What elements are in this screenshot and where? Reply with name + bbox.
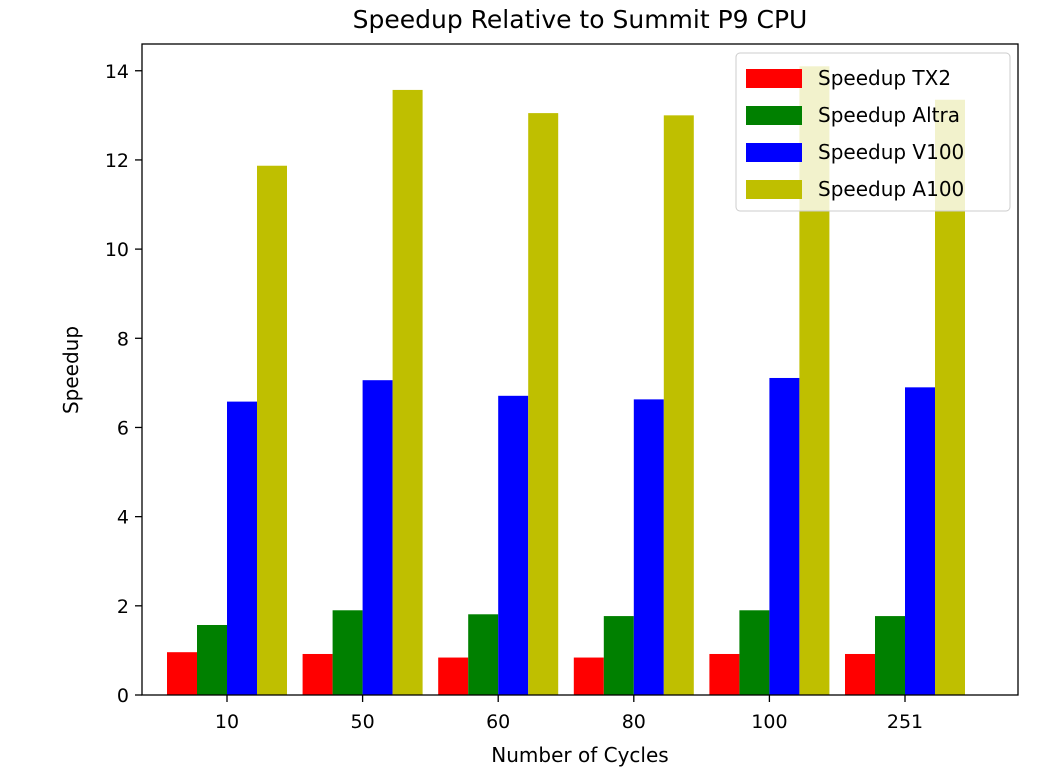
x-tick-label: 100	[751, 711, 787, 733]
y-tick-label: 0	[117, 685, 129, 707]
bar-speedup-tx2-100	[709, 653, 740, 695]
bar-speedup-v100-10	[227, 401, 257, 695]
x-tick-label: 10	[215, 711, 239, 733]
bar-speedup-a100-10	[257, 165, 287, 695]
legend-swatch	[746, 143, 802, 162]
legend-swatch	[746, 106, 802, 125]
plot-area-frame	[141, 43, 1019, 696]
x-tick-label: 80	[622, 711, 646, 733]
x-axis-ticks: 10 50 60 80 100 251	[215, 695, 923, 733]
y-axis-ticks: 0 2 4 6 8 10 12 14	[105, 61, 142, 707]
bar-speedup-tx2-60	[438, 657, 469, 695]
legend-label: Speedup TX2	[818, 66, 951, 90]
y-tick-label: 10	[105, 239, 129, 261]
y-tick-label: 8	[117, 328, 129, 350]
bar-speedup-a100-80	[663, 115, 694, 695]
legend-swatch	[746, 69, 802, 88]
bar-speedup-altra-60	[468, 614, 499, 695]
y-tick-label: 2	[117, 596, 129, 618]
x-axis-label: Number of Cycles	[491, 743, 668, 767]
bar-speedup-v100-100	[769, 377, 800, 695]
x-tick-label: 60	[486, 711, 510, 733]
bar-speedup-v100-80	[633, 399, 664, 695]
bar-speedup-v100-251	[905, 387, 935, 695]
bar-speedup-altra-10	[197, 624, 227, 695]
bar-speedup-altra-80	[603, 616, 634, 695]
y-tick-label: 14	[105, 61, 129, 83]
legend-swatch	[746, 180, 802, 199]
x-tick-label: 251	[887, 711, 923, 733]
bar-speedup-tx2-80	[573, 657, 604, 695]
legend-label: Speedup A100	[818, 177, 964, 201]
chart-title: Speedup Relative to Summit P9 CPU	[353, 5, 808, 34]
y-tick-label: 12	[105, 150, 129, 172]
bar-speedup-v100-60	[498, 395, 529, 695]
legend-box	[735, 52, 1011, 212]
legend-label: Speedup V100	[818, 140, 964, 164]
bar-speedup-a100-50	[392, 89, 423, 696]
bar-speedup-tx2-50	[302, 653, 333, 695]
legend-label: Speedup Altra	[818, 103, 960, 127]
bar-speedup-tx2-251	[845, 653, 875, 695]
bar-speedup-altra-100	[739, 610, 770, 695]
bar-speedup-altra-50	[332, 610, 363, 695]
bar-speedup-v100-50	[362, 380, 393, 695]
bar-speedup-altra-251	[875, 616, 905, 695]
y-tick-label: 6	[117, 417, 129, 439]
x-tick-label: 50	[351, 711, 375, 733]
y-axis-label: Speedup	[59, 326, 83, 414]
y-tick-label: 4	[117, 507, 129, 529]
bar-speedup-a100-60	[528, 113, 559, 695]
legend: Speedup TX2 Speedup Altra Speedup V100 Spee…	[735, 52, 1011, 212]
bar-speedup-tx2-10	[167, 652, 197, 695]
